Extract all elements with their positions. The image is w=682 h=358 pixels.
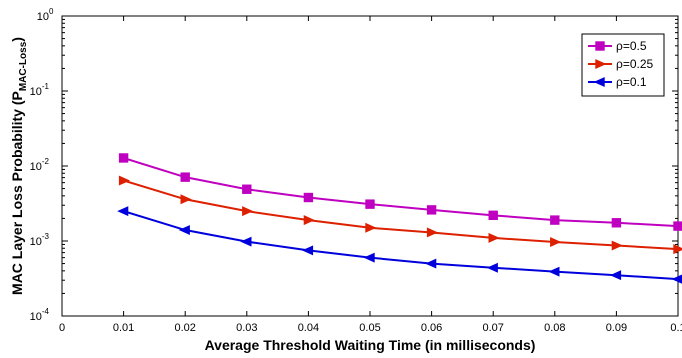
data-point: [426, 205, 437, 215]
legend-swatch-marker: [593, 77, 605, 87]
y-tick-label: 10-4: [30, 307, 50, 323]
y-axis-label-main: MAC Layer Loss Probability (P: [9, 91, 25, 295]
legend-swatch-marker: [595, 59, 607, 69]
y-tick-label: 10-2: [30, 157, 50, 173]
x-tick-label: 0.07: [482, 322, 503, 334]
data-point: [609, 270, 622, 281]
data-point: [240, 236, 252, 247]
x-tick-label: 0.08: [544, 322, 565, 334]
y-tick-label: 10-3: [30, 232, 50, 248]
x-tick-label: 0.05: [359, 322, 380, 334]
y-tick-exponent: -1: [42, 82, 50, 91]
data-point: [242, 206, 254, 217]
data-point: [303, 215, 315, 226]
data-point: [488, 210, 498, 221]
data-point: [425, 258, 437, 269]
data-point: [550, 237, 562, 247]
data-point: [671, 274, 682, 284]
y-tick-base: 10: [37, 11, 49, 23]
data-point: [118, 153, 129, 163]
y-tick-exponent: -2: [42, 157, 50, 166]
data-point: [673, 221, 682, 231]
data-point: [673, 244, 682, 255]
y-axis-label-subscript: MAC-Loss: [18, 41, 29, 91]
y-tick-base: 10: [30, 236, 42, 248]
series-3: [117, 206, 682, 284]
legend-label: ρ=0.5: [616, 39, 647, 53]
data-point: [117, 206, 129, 217]
y-axis-label: MAC Layer Loss Probability (PMAC-Loss): [9, 37, 29, 295]
data-point: [180, 172, 190, 182]
x-tick-label: 0.03: [236, 322, 257, 334]
y-tick-label: 10-1: [30, 82, 50, 98]
y-tick-base: 10: [30, 161, 42, 173]
data-point: [118, 175, 131, 186]
x-tick-label: 0.1: [670, 322, 682, 334]
data-point: [242, 184, 252, 194]
data-point: [611, 240, 623, 251]
series-line: [123, 157, 679, 228]
x-axis-label: Average Threshold Waiting Time (in milli…: [205, 337, 536, 353]
x-axis-ticks: 0 0.01 0.02 0.03 0.04 0.05 0.06 0.07 0.08 0.09 0.1: [59, 16, 682, 334]
data-point: [426, 227, 439, 238]
x-tick-label: 0: [59, 322, 65, 334]
data-point: [488, 232, 500, 243]
y-tick-base: 10: [30, 86, 42, 98]
legend-label: ρ=0.25: [616, 57, 654, 71]
x-tick-label: 0.01: [113, 322, 134, 334]
data-point: [548, 266, 560, 277]
data-point: [486, 262, 498, 273]
legend-label: ρ=0.1: [616, 75, 647, 89]
series-line: [123, 179, 679, 251]
legend: ρ=0.5 ρ=0.25 ρ=0.1: [581, 33, 665, 97]
data-point: [301, 245, 314, 256]
series-2: [118, 175, 682, 255]
y-axis-label-close: ): [9, 37, 25, 42]
data-point: [611, 218, 622, 228]
data-point: [178, 225, 190, 236]
y-tick-exponent: -4: [42, 307, 50, 316]
y-tick-base: 10: [30, 311, 42, 323]
data-point: [303, 192, 314, 203]
data-point: [550, 215, 560, 225]
data-point: [365, 199, 375, 209]
y-tick-exponent: 0: [49, 7, 54, 16]
y-tick-exponent: -3: [42, 232, 50, 241]
legend-swatch-marker: [595, 41, 605, 51]
data-point: [365, 222, 377, 233]
x-tick-label: 0.06: [421, 322, 442, 334]
data-point: [180, 194, 192, 205]
series-line: [123, 210, 679, 281]
y-tick-label: 100: [37, 7, 54, 23]
x-tick-label: 0.04: [298, 322, 319, 334]
x-tick-label: 0.09: [606, 322, 627, 334]
series-1: [118, 153, 682, 231]
plot-area: [61, 15, 679, 317]
series-layer: [117, 153, 682, 284]
data-point: [363, 252, 375, 263]
x-tick-label: 0.02: [174, 322, 195, 334]
